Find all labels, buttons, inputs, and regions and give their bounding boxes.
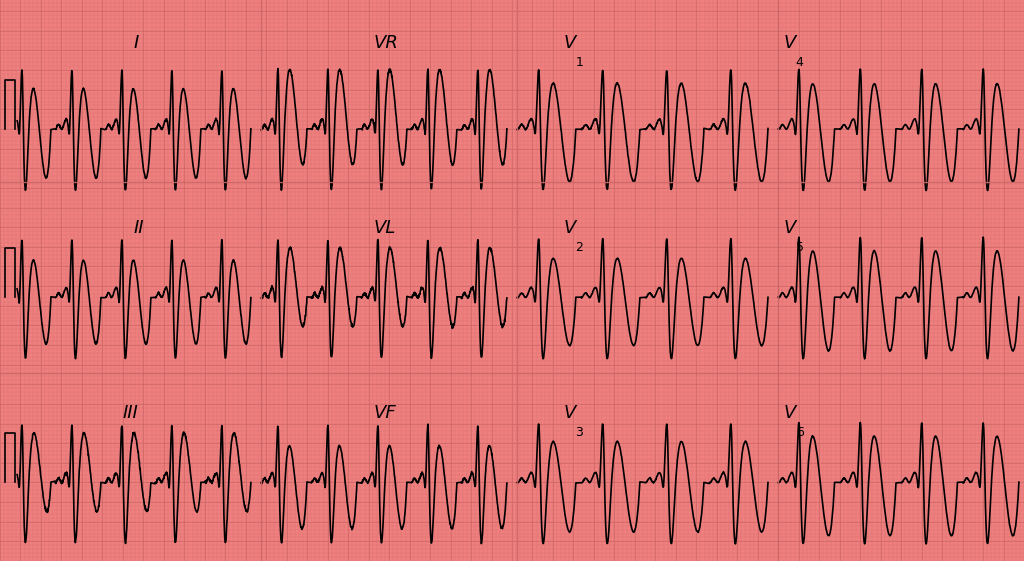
Text: 3: 3 — [575, 426, 584, 439]
Text: VR: VR — [374, 34, 398, 52]
Text: 1: 1 — [575, 56, 584, 69]
Text: 5: 5 — [796, 241, 804, 254]
Text: V: V — [563, 404, 575, 422]
Text: II: II — [133, 219, 143, 237]
Text: V: V — [783, 219, 796, 237]
Text: VL: VL — [374, 219, 396, 237]
Text: VF: VF — [374, 404, 396, 422]
Text: 4: 4 — [796, 56, 804, 69]
Text: I: I — [133, 34, 138, 52]
Text: 6: 6 — [796, 426, 804, 439]
Text: 2: 2 — [575, 241, 584, 254]
Text: V: V — [563, 34, 575, 52]
Text: V: V — [783, 404, 796, 422]
Text: III: III — [123, 404, 138, 422]
Text: V: V — [783, 34, 796, 52]
Text: V: V — [563, 219, 575, 237]
